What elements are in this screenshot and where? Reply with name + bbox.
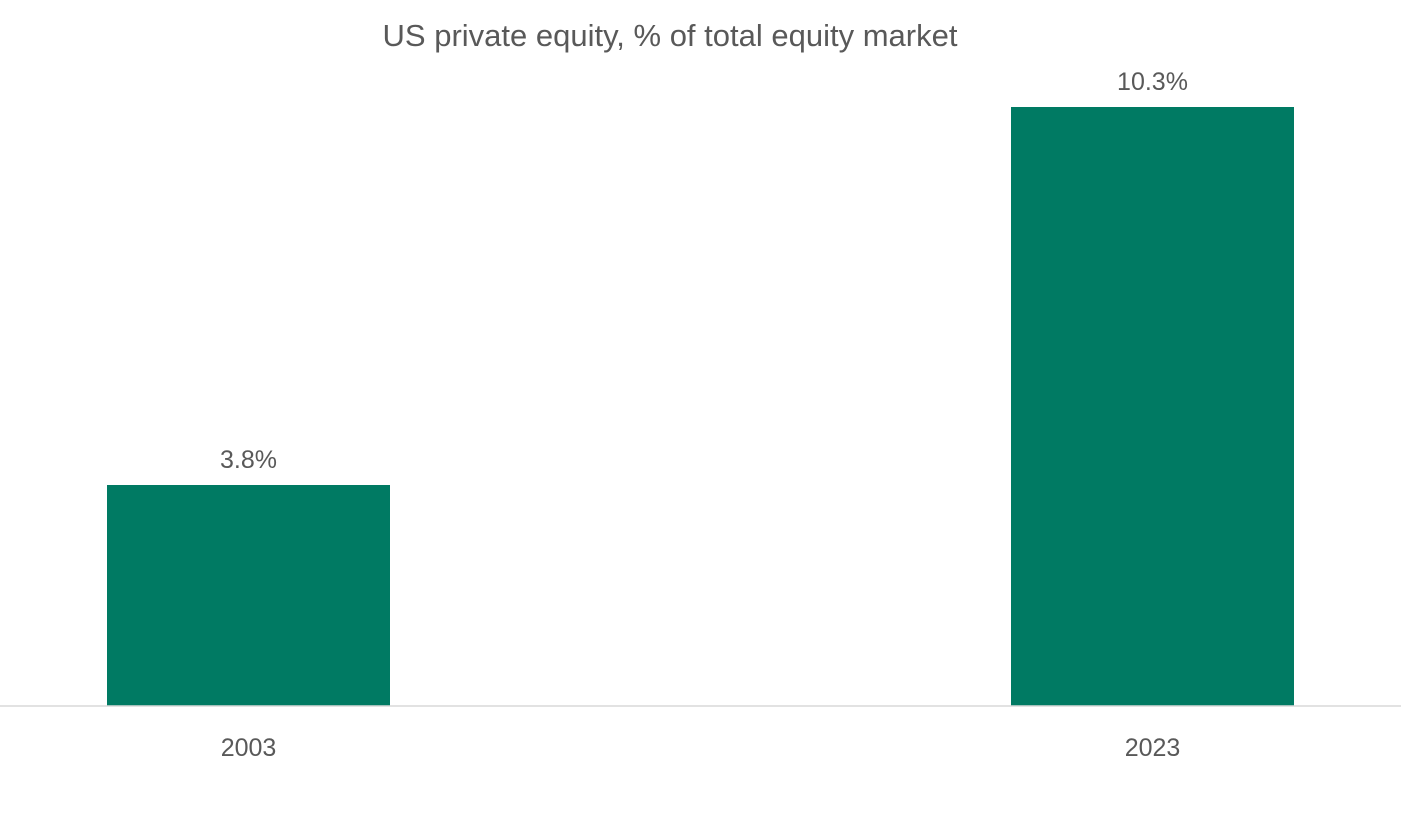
data-label-2023: 10.3% bbox=[1117, 68, 1188, 96]
x-tick-label-2003: 2003 bbox=[221, 734, 277, 762]
data-label-2003: 3.8% bbox=[220, 446, 277, 474]
bar-2003 bbox=[107, 485, 390, 706]
x-tick-label-2023: 2023 bbox=[1125, 734, 1181, 762]
labels-layer: 3.8% 2003 10.3% 2023 bbox=[220, 68, 1188, 762]
bars-layer bbox=[107, 107, 1294, 706]
bar-2023 bbox=[1011, 107, 1294, 706]
chart-title: US private equity, % of total equity mar… bbox=[383, 18, 958, 53]
